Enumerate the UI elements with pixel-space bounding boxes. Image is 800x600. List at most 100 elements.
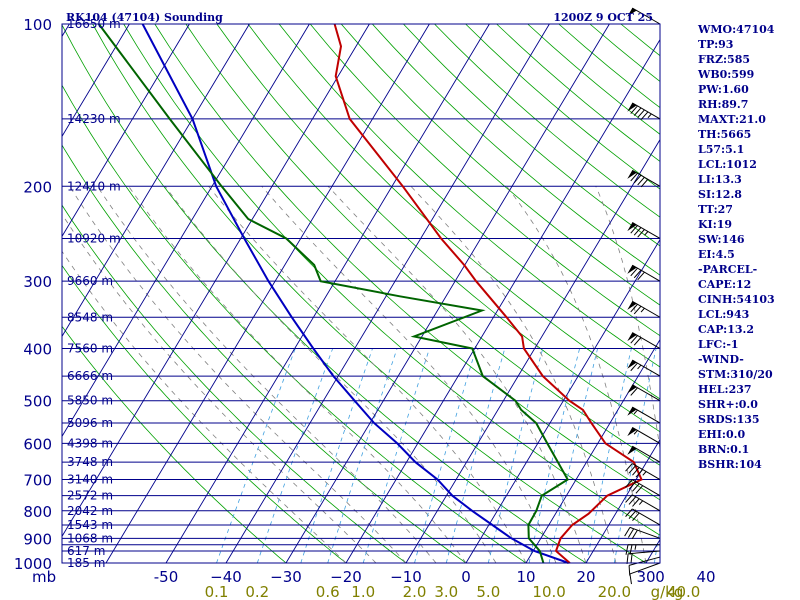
- sounding-title: RK104 (47104) Sounding: [66, 11, 223, 24]
- mixing-ratio-label: 1.0: [351, 583, 375, 600]
- wind-barb-full: [628, 481, 637, 490]
- stat-item: MAXT:21.0: [698, 113, 766, 126]
- wind-barb: [625, 463, 661, 480]
- stat-item: WB0:599: [698, 68, 755, 81]
- mixing-ratio-line: [216, 348, 296, 564]
- stat-item: LI:13.3: [698, 173, 742, 186]
- wind-barb-full: [633, 107, 642, 116]
- dry-adiabat: [496, 23, 661, 162]
- wind-barb-staff: [632, 359, 661, 377]
- wind-barb: [625, 508, 661, 526]
- wind-barb: [627, 332, 661, 349]
- dry-adiabat: [309, 23, 661, 337]
- wind-barb-full: [637, 176, 645, 186]
- stat-item: LFC:-1: [698, 338, 739, 351]
- wind-barb: [627, 426, 661, 444]
- wind-barb-staff: [632, 479, 661, 497]
- stat-item: SI:12.8: [698, 188, 742, 201]
- stat-item: WMO:47104: [698, 23, 775, 36]
- height-label: 2572 m: [67, 489, 113, 503]
- wind-barb-staff: [632, 7, 661, 25]
- height-label: 1068 m: [67, 531, 113, 545]
- wind-barb: [627, 102, 661, 120]
- wind-barb-full: [628, 465, 637, 474]
- wind-barb-full: [633, 227, 642, 236]
- stat-item: SRDS:135: [698, 413, 760, 426]
- sounding-profiles: [97, 23, 643, 564]
- wind-barb-full: [630, 387, 638, 396]
- height-label: 2042 m: [67, 504, 113, 518]
- dry-adiabat: [372, 23, 661, 276]
- stat-item: SW:146: [698, 233, 745, 246]
- wind-barb-staff: [632, 264, 661, 282]
- wind-barb-full: [629, 544, 633, 555]
- pressure-label: 100: [23, 16, 52, 34]
- wind-barb-half: [640, 307, 645, 313]
- mixing-ratio-label: 0.1: [205, 583, 229, 600]
- temperature-tick-label: 30: [636, 568, 655, 586]
- wind-barb-staff: [632, 102, 661, 120]
- wind-barb-full: [633, 305, 642, 315]
- height-label: 3140 m: [67, 473, 113, 487]
- moist-adiabat: [410, 186, 617, 564]
- wind-barb-flag: [627, 407, 637, 416]
- stat-item: LCL:943: [698, 308, 750, 321]
- mixing-ratio-label: 2.0: [403, 583, 427, 600]
- dry-adiabat: [216, 23, 661, 433]
- wind-barb-staff: [632, 169, 661, 187]
- wind-barb: [629, 562, 661, 585]
- mixing-ratio-label: 10.0: [532, 583, 565, 600]
- wind-barb-full: [629, 573, 632, 585]
- pressure-label: 700: [23, 472, 52, 490]
- wind-barb-staff: [632, 384, 661, 402]
- wind-barb-full: [640, 178, 649, 188]
- wind-barb: [624, 526, 661, 540]
- wind-barb-flag: [627, 102, 637, 112]
- dry-adiabat: [589, 23, 661, 82]
- stat-item: TP:93: [698, 38, 734, 51]
- pressure-label: 600: [23, 435, 52, 453]
- stat-item: HEL:237: [698, 383, 752, 396]
- temperature-tick-label: 10: [516, 568, 535, 586]
- wind-barb-full: [625, 494, 633, 503]
- wind-barb-staff: [632, 426, 661, 444]
- dry-adiabat: [61, 326, 287, 564]
- stat-item: PW:1.60: [698, 83, 749, 96]
- wind-barb-flag: [627, 170, 637, 179]
- pressure-label: 1000: [14, 555, 52, 573]
- mixing-ratio-label: 0.2: [245, 583, 269, 600]
- height-label: 4398 m: [67, 436, 113, 450]
- isotherm: [525, 339, 661, 564]
- mixing-ratio-label: 3.0: [434, 583, 458, 600]
- isotherm: [165, 23, 490, 564]
- wind-barb-full: [631, 529, 638, 540]
- pressure-label: 800: [23, 503, 52, 521]
- wind-barb-half: [637, 364, 642, 370]
- wind-barb-half: [647, 113, 652, 119]
- wind-barb-full: [635, 485, 644, 494]
- wind-barb: [626, 550, 661, 564]
- wind-barb-full: [630, 225, 638, 234]
- temperature-tick-label: −10: [390, 568, 422, 586]
- wind-barb-full: [630, 303, 638, 313]
- isotherm: [585, 439, 661, 564]
- wind-barb-staff: [632, 445, 661, 463]
- isotherm: [465, 239, 661, 564]
- wind-barb-full: [627, 528, 635, 538]
- wind-barb-full: [630, 362, 638, 372]
- stat-item: BSHR:104: [698, 458, 762, 471]
- dewpoint-profile: [97, 23, 570, 564]
- dry-adiabat: [403, 23, 661, 247]
- temperature-tick-label: −40: [210, 568, 242, 586]
- dry-adiabat: [123, 23, 661, 536]
- stat-item: -WIND-: [698, 353, 744, 366]
- stat-item: FRZ:585: [698, 53, 751, 66]
- stat-item: EI:4.5: [698, 248, 735, 261]
- dry-adiabat: [154, 23, 661, 501]
- wind-barb-staff: [628, 556, 661, 566]
- stat-item: RH:89.7: [698, 98, 749, 111]
- dry-adiabat: [61, 85, 527, 564]
- stat-item: TH:5665: [698, 128, 752, 141]
- temperature-tick-label: 0: [461, 568, 471, 586]
